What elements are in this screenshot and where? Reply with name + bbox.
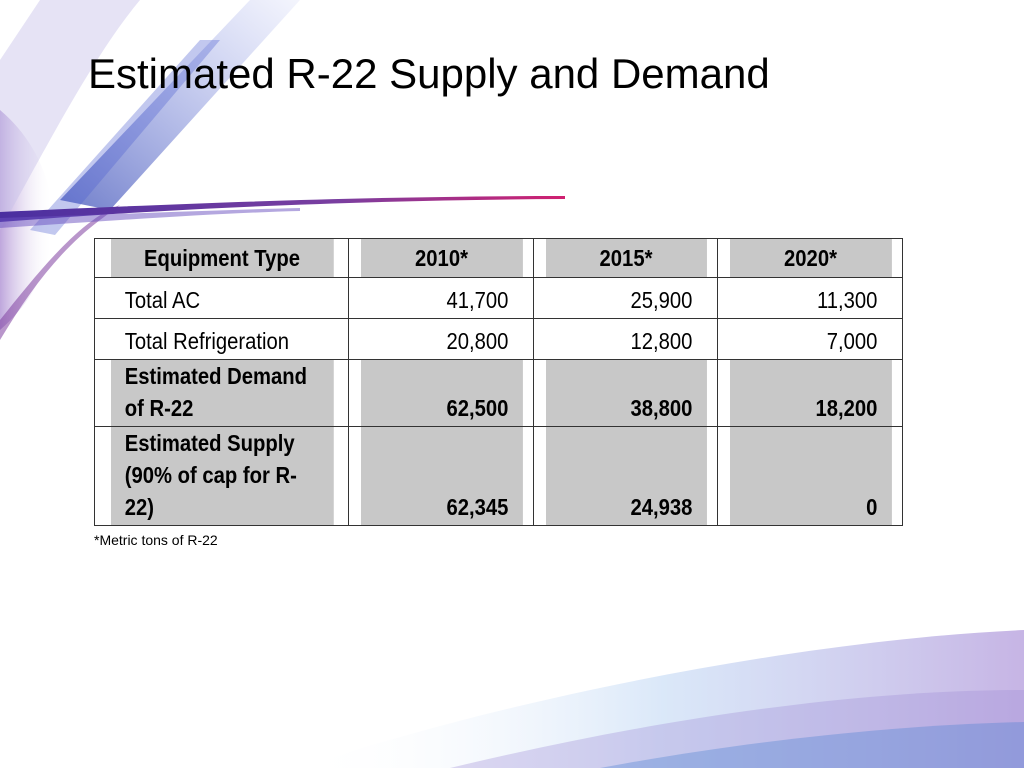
- cell-value: 11,300: [728, 277, 892, 319]
- table-row: Estimated Demand of R-22 62,500 38,800 1…: [95, 359, 903, 427]
- header-equipment-type: Equipment Type: [109, 238, 334, 278]
- row-label: Total AC: [109, 277, 334, 319]
- table-row: Total AC 41,700 25,900 11,300: [95, 277, 903, 319]
- cell-value: 62,500: [359, 359, 523, 427]
- supply-demand-table: Equipment Type 2010* 2015* 2020* Total A…: [94, 238, 903, 526]
- slide-title: Estimated R-22 Supply and Demand: [88, 50, 770, 97]
- cell-value: 38,800: [544, 359, 707, 427]
- footnote: *Metric tons of R-22: [94, 532, 218, 548]
- table-header-row: Equipment Type 2010* 2015* 2020*: [95, 238, 903, 278]
- cell-value: 62,345: [359, 426, 523, 526]
- cell-value: 0: [728, 426, 892, 526]
- row-label: Estimated Supply (90% of cap for R-22): [109, 426, 334, 526]
- cell-value: 12,800: [544, 318, 707, 360]
- table-row: Total Refrigeration 20,800 12,800 7,000: [95, 318, 903, 360]
- header-year-2010: 2010*: [359, 238, 523, 278]
- row-label: Estimated Demand of R-22: [109, 359, 334, 427]
- cell-value: 20,800: [359, 318, 523, 360]
- cell-value: 25,900: [544, 277, 707, 319]
- row-label: Total Refrigeration: [109, 318, 334, 360]
- cell-value: 41,700: [359, 277, 523, 319]
- cell-value: 7,000: [728, 318, 892, 360]
- cell-value: 24,938: [544, 426, 707, 526]
- header-year-2020: 2020*: [728, 238, 892, 278]
- table-row: Estimated Supply (90% of cap for R-22) 6…: [95, 426, 903, 526]
- cell-value: 18,200: [728, 359, 892, 427]
- header-year-2015: 2015*: [544, 238, 707, 278]
